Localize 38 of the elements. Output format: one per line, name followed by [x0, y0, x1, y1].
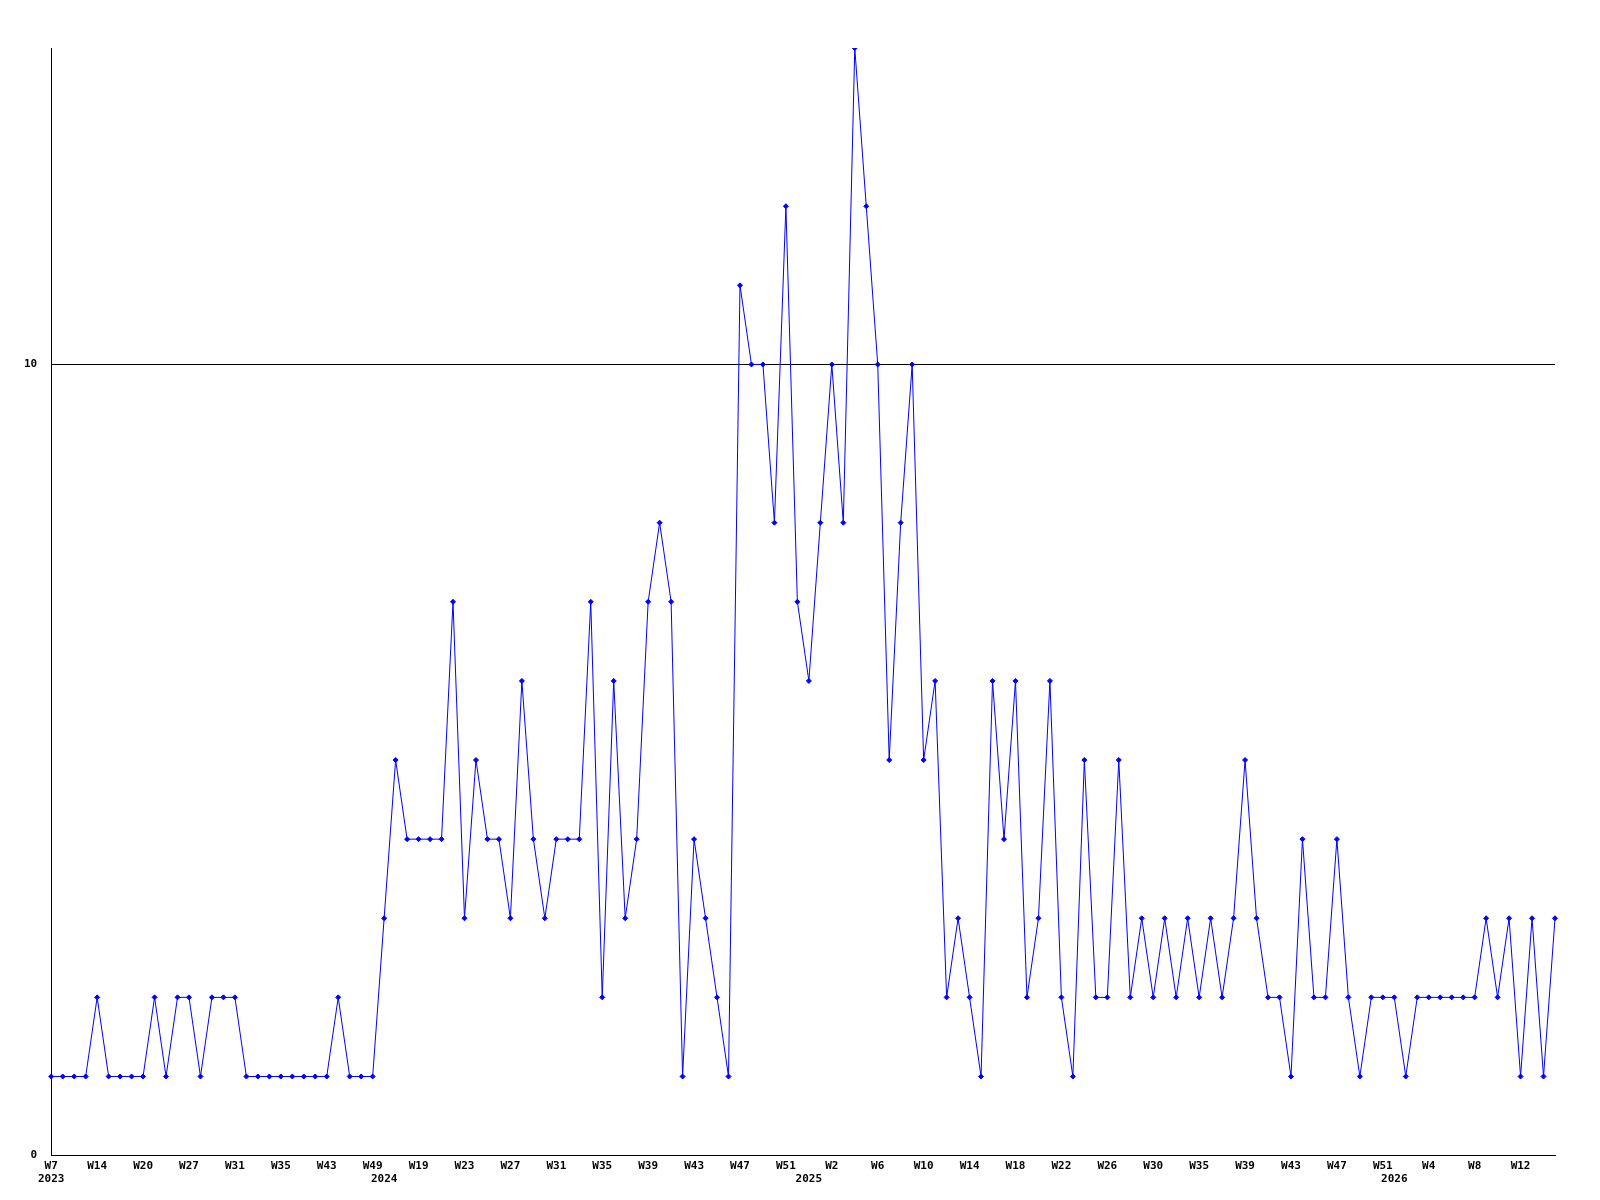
x-tick-label: W39 — [638, 1159, 659, 1173]
x-tick-label: W39 — [1235, 1159, 1255, 1173]
x-tick-label: W31 — [546, 1159, 567, 1173]
y-tick-label: 0 — [30, 1148, 38, 1162]
x-tick-label: W43 — [316, 1159, 337, 1173]
x-tick-label: W10 — [913, 1159, 934, 1173]
x-tick-label: W35 — [1189, 1159, 1210, 1173]
x-tick-label: W47 — [1326, 1159, 1347, 1173]
x-tick-label: W49 — [362, 1159, 383, 1173]
x-tick-label: W31 — [224, 1159, 246, 1173]
x-tick-label: W12 — [1510, 1159, 1531, 1173]
x-tick-label: W23 — [454, 1159, 475, 1173]
x-tick-label: 2025 — [795, 1172, 823, 1186]
x-tick-label: W14 — [87, 1159, 108, 1173]
x-tick-label: W35 — [592, 1159, 613, 1173]
x-tick-label: W43 — [1281, 1159, 1301, 1173]
x-tick-label: W26 — [1097, 1159, 1118, 1173]
x-tick-label: W27 — [500, 1159, 521, 1173]
x-tick-label: W47 — [730, 1159, 750, 1173]
x-tick-label: W30 — [1143, 1159, 1164, 1173]
x-tick-label: W20 — [133, 1159, 154, 1173]
x-tick-label: W2 — [825, 1159, 839, 1173]
x-tick-label: W43 — [684, 1159, 705, 1173]
y-tick-label: 10 — [24, 357, 38, 371]
x-tick-label: W7 2023 — [38, 1159, 65, 1186]
x-tick-label: W35 — [270, 1159, 291, 1173]
x-tick-label: W19 — [408, 1159, 429, 1173]
x-tick-label: 2026 — [1381, 1172, 1408, 1186]
x-tick-label: W51 — [775, 1159, 797, 1173]
x-tick-label: W51 — [1372, 1159, 1394, 1173]
x-tick-label: W22 — [1051, 1159, 1072, 1173]
x-tick-label: W4 — [1422, 1159, 1436, 1173]
x-tick-label: W18 — [1005, 1159, 1026, 1173]
x-tick-label: 2024 — [370, 1172, 398, 1186]
x-tick-label: W8 — [1468, 1159, 1482, 1173]
x-tick-label: W6 — [871, 1159, 885, 1173]
x-tick-label: W27 — [179, 1159, 199, 1173]
x-tick-label: W14 — [959, 1159, 980, 1173]
